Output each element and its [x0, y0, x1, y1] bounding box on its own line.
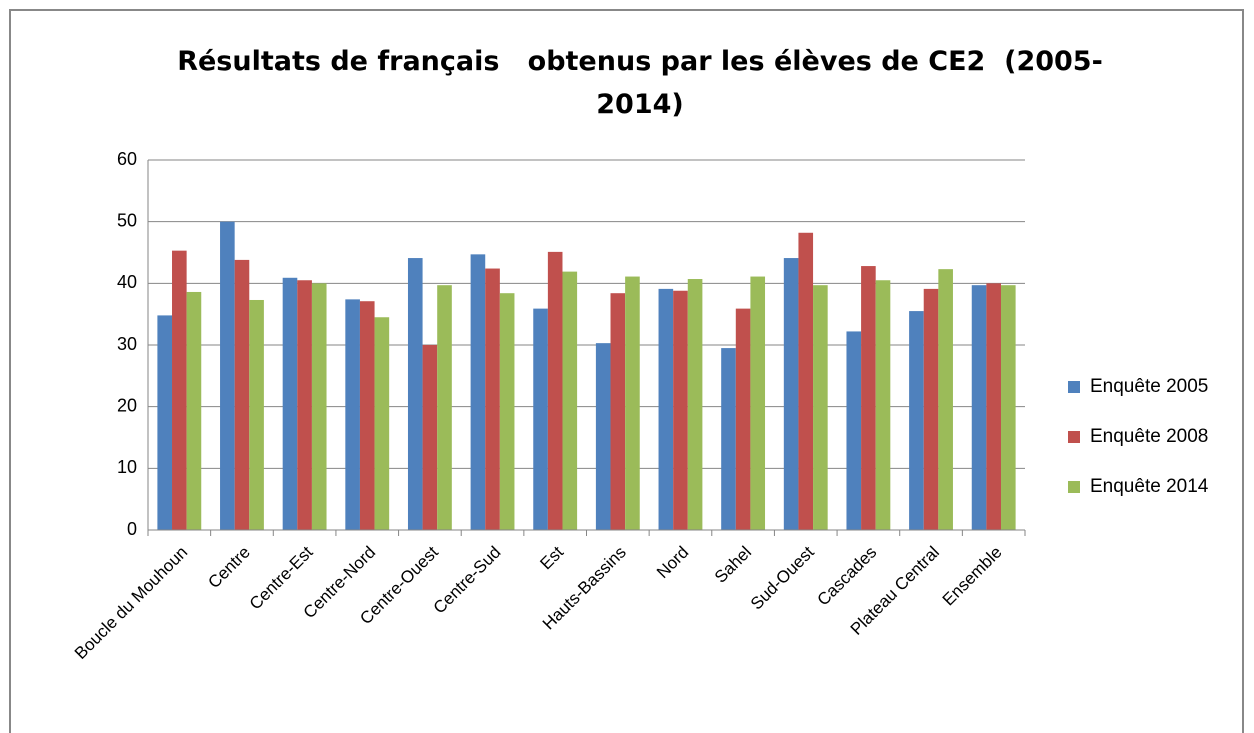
bar	[499, 293, 515, 530]
y-tick-label: 40	[117, 272, 137, 292]
legend-swatch	[1068, 381, 1080, 393]
bar	[157, 315, 173, 530]
y-tick-label: 60	[117, 149, 137, 169]
bar	[923, 288, 939, 530]
title-box: Résultats de français obtenus par les él…	[177, 46, 1103, 120]
bar	[846, 331, 862, 530]
bar	[1000, 285, 1016, 530]
bar	[249, 299, 264, 530]
bar	[485, 268, 500, 530]
bar	[297, 280, 312, 530]
bar	[861, 266, 876, 530]
bar	[172, 250, 187, 530]
y-tick-label: 30	[117, 334, 137, 354]
bar	[220, 221, 235, 530]
bar	[345, 299, 360, 530]
bar	[625, 276, 640, 530]
legend-swatch	[1068, 431, 1080, 443]
bar	[750, 276, 766, 530]
bar	[595, 343, 611, 530]
bar	[673, 290, 688, 530]
bar	[658, 288, 674, 530]
bar	[562, 271, 578, 530]
bar	[470, 254, 486, 530]
legend-swatch	[1068, 481, 1080, 493]
bar	[359, 301, 375, 530]
bar	[909, 311, 924, 530]
bar	[407, 258, 423, 530]
bar	[234, 259, 250, 530]
bar	[735, 308, 751, 530]
bar	[875, 280, 891, 530]
bar	[547, 251, 563, 530]
bar	[437, 285, 452, 530]
y-tick-label: 20	[117, 395, 137, 415]
bar	[798, 232, 814, 530]
legend-label: Enquête 2005	[1090, 376, 1208, 397]
bar	[374, 317, 390, 530]
bar	[422, 345, 438, 530]
y-tick-label: 0	[127, 519, 137, 539]
y-tick-label: 50	[117, 210, 137, 230]
bar	[186, 291, 202, 530]
bar	[971, 285, 987, 530]
bar	[938, 269, 953, 530]
bar	[721, 348, 736, 530]
bar	[533, 308, 548, 530]
bar	[783, 258, 799, 530]
bar	[986, 283, 1001, 530]
chart-title: Résultats de français obtenus par les él…	[177, 46, 1103, 120]
legend-label: Enquête 2014	[1090, 476, 1209, 497]
bar	[687, 279, 703, 530]
bar	[311, 283, 327, 530]
legend-label: Enquête 2008	[1090, 426, 1208, 447]
bar	[282, 277, 298, 530]
bar	[813, 285, 828, 530]
y-tick-label: 10	[117, 457, 137, 477]
bar	[610, 293, 626, 530]
